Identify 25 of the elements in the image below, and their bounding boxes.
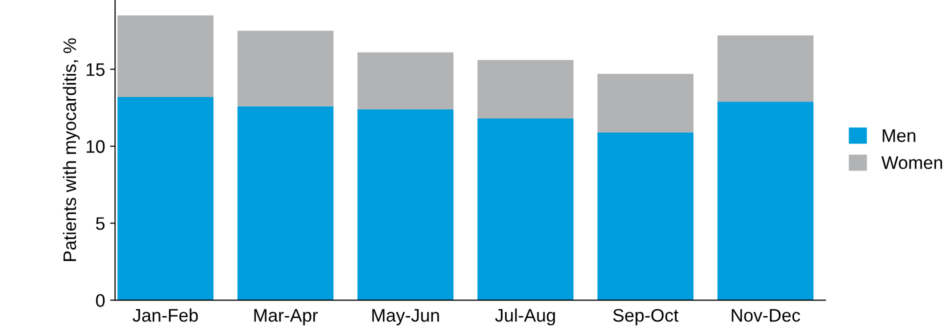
bar — [117, 96, 214, 300]
bar — [117, 15, 214, 97]
bar — [237, 106, 334, 300]
x-tick-label: May-Jun — [372, 309, 439, 326]
x-tick-label: Nov-Dec — [732, 309, 800, 322]
y-tick-label: 0 — [96, 294, 105, 307]
y-tick-label: 5 — [96, 217, 105, 230]
x-tick-label: Jan-Feb — [132, 308, 198, 322]
legend-label: Men — [882, 129, 916, 142]
legend-label: Women — [881, 156, 942, 170]
bar — [237, 30, 334, 106]
x-tick-label: Sep-Oct — [613, 308, 678, 326]
y-tick-label: 10 — [86, 140, 105, 153]
x-tick-label: Jul-Aug — [495, 308, 555, 326]
bar — [597, 74, 694, 132]
bar — [477, 60, 574, 119]
bar — [717, 102, 814, 300]
bar — [717, 35, 814, 102]
bar — [477, 118, 574, 300]
bar — [597, 132, 694, 300]
bar — [357, 109, 454, 300]
bar — [357, 52, 454, 110]
x-tick-label: Mar-Apr — [254, 309, 318, 326]
y-axis-title: Patients with myocarditis, % — [62, 38, 80, 261]
y-tick-label: 15 — [86, 63, 105, 76]
